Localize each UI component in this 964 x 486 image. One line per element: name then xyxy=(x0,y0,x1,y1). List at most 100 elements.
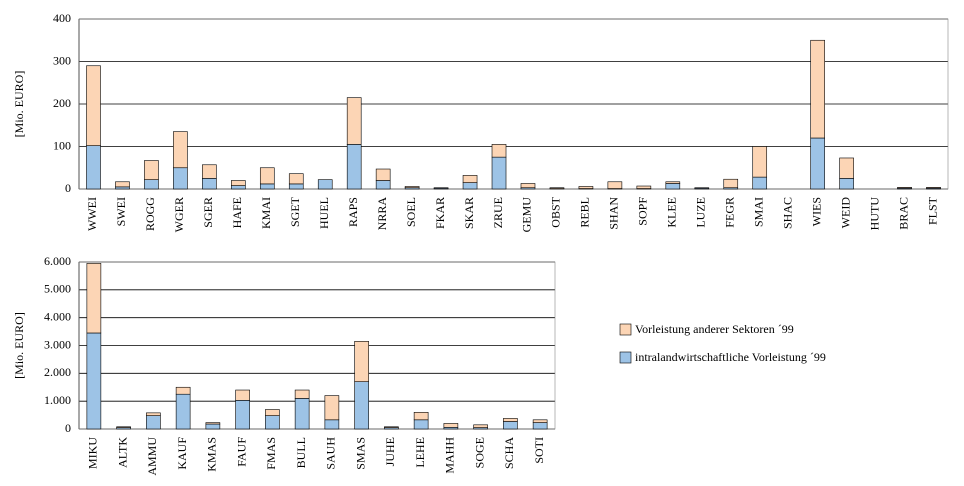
y-tick-label: 5.000 xyxy=(44,282,71,296)
bar-segment xyxy=(752,146,768,178)
x-tick-label: AMMU xyxy=(145,437,159,476)
x-tick-label: RAPS xyxy=(346,197,360,227)
bar-segment xyxy=(607,181,623,189)
x-tick-label: ROGG xyxy=(143,197,157,231)
bar-segment xyxy=(462,175,478,183)
x-tick-label: SGET xyxy=(288,196,302,227)
x-tick-label: SMAS xyxy=(353,437,367,470)
bar-segment xyxy=(288,173,304,185)
x-tick-label: JUHE xyxy=(383,437,397,466)
y-tick-label: 0 xyxy=(65,421,71,435)
bar-segment xyxy=(86,332,102,430)
x-tick-label: FLST xyxy=(925,196,939,225)
x-tick-label: SHAN xyxy=(607,197,621,230)
x-tick-label: FKAR xyxy=(433,197,447,229)
bar-segment xyxy=(144,179,159,190)
bar-segment xyxy=(839,157,854,179)
x-tick-label: SKAR xyxy=(462,197,476,229)
bar-segment xyxy=(146,415,161,430)
bar-segment xyxy=(116,426,131,428)
plot-frame xyxy=(78,261,556,430)
x-tick-label: KLEE xyxy=(665,197,679,228)
bar-segment xyxy=(839,178,854,190)
bar-segment xyxy=(86,145,101,190)
x-tick-label: GEMU xyxy=(520,197,534,233)
x-tick-label: SHAC xyxy=(780,197,794,229)
bar-segment xyxy=(404,186,420,189)
bar-segment xyxy=(86,263,102,334)
x-tick-label: BRAC xyxy=(896,197,910,230)
y-tick-label: 3.000 xyxy=(44,337,71,351)
x-tick-label: SOTI xyxy=(532,437,546,464)
bar-segment xyxy=(173,131,188,169)
bar-segment xyxy=(665,181,681,184)
bar-segment xyxy=(175,386,191,395)
bar-segment xyxy=(205,423,221,430)
x-tick-label: MIKU xyxy=(86,437,100,469)
bar-segment xyxy=(503,421,518,430)
bar-segment xyxy=(173,167,188,190)
y-tick-label: 100 xyxy=(53,138,71,152)
bar-segment xyxy=(144,160,159,180)
y-tick-label: 6.000 xyxy=(44,254,71,268)
bar-segment xyxy=(259,183,275,190)
bar-segment xyxy=(665,183,681,190)
x-tick-label: LEHE xyxy=(413,437,427,468)
bar-segment xyxy=(202,164,217,179)
x-tick-label: SGER xyxy=(201,197,215,228)
x-tick-label: ZRUE xyxy=(491,197,505,228)
x-tick-label: NRRA xyxy=(375,197,389,231)
x-tick-label: WWEI xyxy=(85,197,99,231)
bar-segment xyxy=(926,187,941,189)
x-tick-label: BULL xyxy=(294,437,308,468)
bar-segment xyxy=(491,156,507,190)
legend-label: intralandwirtschaftliche Vorleistung ´99 xyxy=(635,350,826,364)
bar-segment xyxy=(354,381,369,430)
bar-segment xyxy=(503,418,518,422)
x-tick-label: KAUF xyxy=(175,437,189,470)
bar-segment xyxy=(354,341,369,382)
x-tick-label: SOEL xyxy=(404,197,418,227)
bar-segment xyxy=(384,426,399,428)
bar-segment xyxy=(723,178,739,189)
bar-segment xyxy=(810,39,825,139)
x-tick-label: WGER xyxy=(172,197,186,232)
y-tick-label: 400 xyxy=(53,11,71,25)
bar-segment xyxy=(897,187,912,189)
bar-segment xyxy=(520,183,536,189)
bar-segment xyxy=(175,393,191,430)
y-axis-label: [Mio. EURO] xyxy=(12,71,26,138)
y-tick-label: 4.000 xyxy=(44,309,71,323)
bar-segment xyxy=(491,144,507,158)
x-tick-label: SCHA xyxy=(502,437,516,469)
bar-segment xyxy=(294,389,310,399)
bar-segment xyxy=(324,419,340,430)
legend-label: Vorleistung anderer Sektoren ´99 xyxy=(635,322,794,336)
bar-segment xyxy=(324,395,340,421)
x-tick-label: LUZE xyxy=(694,197,708,228)
bar-segment xyxy=(86,65,101,146)
x-tick-label: HUTU xyxy=(867,197,881,231)
x-tick-label: MAHH xyxy=(443,437,457,474)
bar-segment xyxy=(259,167,275,185)
x-tick-label: SOPF xyxy=(636,197,650,226)
x-tick-label: FEGR xyxy=(723,197,737,228)
bar-segment xyxy=(413,411,429,421)
y-axis-label: [Mio. EURO] xyxy=(12,312,26,379)
bar-segment xyxy=(532,419,548,423)
bar-segment xyxy=(810,137,825,190)
bar-segment xyxy=(265,409,280,416)
bar-segment xyxy=(115,186,130,190)
x-tick-label: WIES xyxy=(809,197,823,226)
x-tick-label: WEID xyxy=(838,197,852,229)
x-tick-label: SWEI xyxy=(114,197,128,226)
bar-segment xyxy=(549,187,565,189)
bar-segment xyxy=(443,423,459,428)
y-tick-label: 2.000 xyxy=(44,365,71,379)
y-tick-label: 1.000 xyxy=(44,393,71,407)
bar-segment xyxy=(146,412,161,416)
bar-segment xyxy=(205,422,221,425)
y-tick-label: 0 xyxy=(65,181,71,195)
bar-segment xyxy=(578,186,594,189)
x-tick-label: HUEL xyxy=(317,197,331,229)
